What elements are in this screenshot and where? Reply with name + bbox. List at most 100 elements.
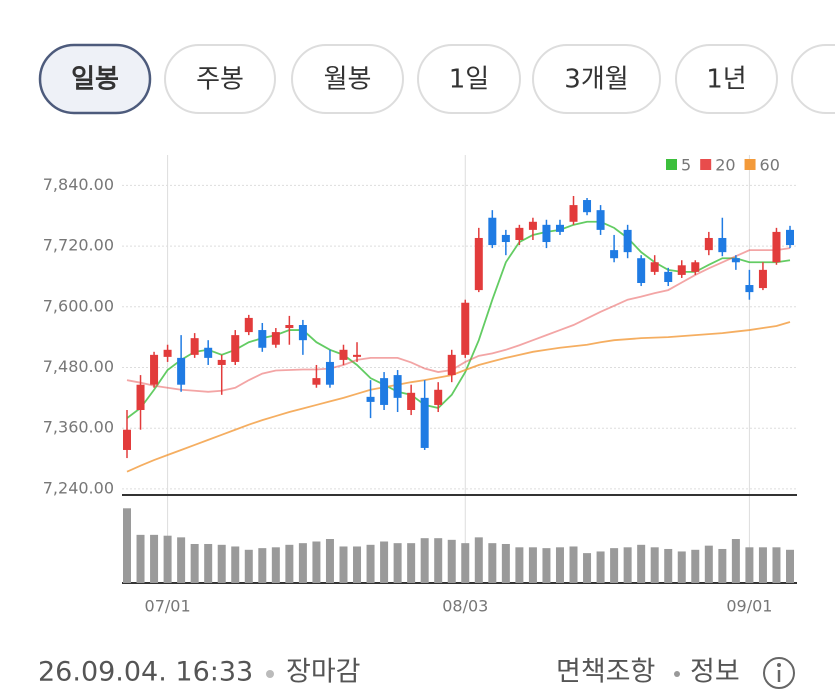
- y-tick-label: 7,480.00: [43, 357, 114, 376]
- volume-bar: [136, 534, 145, 583]
- volume-bar: [217, 544, 226, 583]
- chart: 7,240.00 7,360.00 7,480.00 7,600.00 7,720.00…: [43, 155, 797, 616]
- candle-body: [488, 217, 497, 246]
- tab[interactable]: 1일: [417, 44, 521, 114]
- candle-body: [163, 349, 172, 357]
- volume-bar: [474, 537, 483, 583]
- tab-label[interactable]: 월봉: [324, 65, 372, 95]
- candle-body: [298, 325, 307, 341]
- x-tick-label: 08/03: [442, 597, 488, 616]
- volume-bar: [677, 551, 686, 583]
- y-tick-label: 7,600.00: [43, 296, 114, 315]
- volume-bar: [515, 547, 524, 583]
- volume-bar: [244, 549, 253, 583]
- volume-bar: [231, 546, 240, 583]
- timestamp: 26.09.04. 16:33: [38, 657, 253, 688]
- volume-bar: [271, 547, 280, 583]
- x-tick-label: 09/01: [726, 597, 772, 616]
- candle-body: [150, 354, 159, 385]
- legend-swatch: [700, 159, 712, 170]
- candle-body: [393, 375, 402, 398]
- candle-body: [596, 210, 605, 230]
- tab-pill[interactable]: [417, 44, 521, 114]
- candle-body: [177, 357, 186, 385]
- volume-bar: [380, 541, 389, 583]
- tab[interactable]: 3개월: [532, 44, 661, 114]
- candle-body: [528, 221, 537, 230]
- volume-bar: [258, 548, 267, 583]
- candle-body: [325, 361, 334, 385]
- tab-pill[interactable]: [38, 43, 152, 115]
- separator-dot: [266, 670, 274, 678]
- volume-bar: [177, 537, 186, 583]
- separator-dot: [674, 671, 680, 677]
- candle-body: [420, 397, 429, 448]
- candle-body: [772, 231, 781, 263]
- volume-bar: [691, 549, 700, 583]
- info-icon[interactable]: [763, 657, 795, 689]
- volume-bar: [623, 547, 632, 583]
- volume-bar: [555, 547, 564, 583]
- volume-bar: [325, 539, 334, 583]
- candle-body: [447, 354, 456, 376]
- tab-label[interactable]: 일봉: [71, 65, 119, 95]
- moving-average-line: [126, 220, 791, 419]
- moving-average-line: [126, 247, 791, 393]
- candle-body: [285, 325, 294, 329]
- volume-bar: [664, 548, 673, 583]
- tab-pill[interactable]: [291, 44, 404, 114]
- volume-bar: [420, 538, 429, 583]
- candle-body: [474, 237, 483, 291]
- volume-bar: [447, 539, 456, 583]
- candle-body: [555, 224, 564, 232]
- candle-body: [312, 378, 321, 385]
- volume-bar: [393, 543, 402, 583]
- candle-body: [623, 229, 632, 253]
- candle-body: [407, 392, 416, 410]
- tab[interactable]: 주봉: [164, 44, 276, 114]
- info-link[interactable]: 정보: [690, 657, 740, 688]
- volume-bar: [434, 538, 443, 583]
- market-status: 장마감: [286, 657, 361, 688]
- tab-label[interactable]: 3개월: [564, 65, 628, 95]
- tab-pill[interactable]: [532, 44, 661, 114]
- y-tick-label: 7,240.00: [43, 478, 114, 497]
- tab-label[interactable]: 1년: [706, 65, 746, 95]
- candle-body: [542, 224, 551, 243]
- tab[interactable]: 일봉: [38, 43, 152, 115]
- volume-bar: [610, 548, 619, 583]
- tab[interactable]: 3: [791, 44, 835, 114]
- candle-body: [258, 330, 267, 348]
- tab-label[interactable]: 1일: [449, 65, 489, 95]
- candle-body: [718, 237, 727, 253]
- tab-pill[interactable]: [791, 44, 835, 114]
- tab[interactable]: 1년: [675, 44, 778, 114]
- volume-bar: [569, 546, 578, 583]
- volume-bar: [163, 535, 172, 583]
- x-tick-label: 07/01: [145, 597, 191, 616]
- tab-pill[interactable]: [675, 44, 778, 114]
- tab-pill[interactable]: [164, 44, 276, 114]
- candle-body: [217, 359, 226, 365]
- candle-body: [515, 227, 524, 240]
- y-tick-label: 7,720.00: [43, 236, 114, 255]
- candle-body: [583, 200, 592, 213]
- candle-body: [244, 317, 253, 333]
- candle-body: [664, 271, 673, 282]
- volume-bar: [123, 508, 131, 583]
- tab-label[interactable]: 주봉: [196, 65, 244, 95]
- volume-bar: [758, 547, 767, 583]
- tab[interactable]: 월봉: [291, 44, 404, 114]
- candle-body: [204, 347, 213, 358]
- candle-body: [123, 429, 131, 450]
- volume-bar: [285, 544, 294, 583]
- candle-body: [366, 396, 375, 402]
- volume-bar: [488, 543, 497, 583]
- candle-body: [650, 262, 659, 272]
- candle-body: [569, 205, 578, 222]
- volume-bar: [637, 544, 646, 583]
- candle-body: [704, 237, 713, 251]
- candle-body: [136, 384, 145, 410]
- candle-body: [677, 265, 686, 275]
- disclaimer-link[interactable]: 면책조항: [556, 657, 655, 688]
